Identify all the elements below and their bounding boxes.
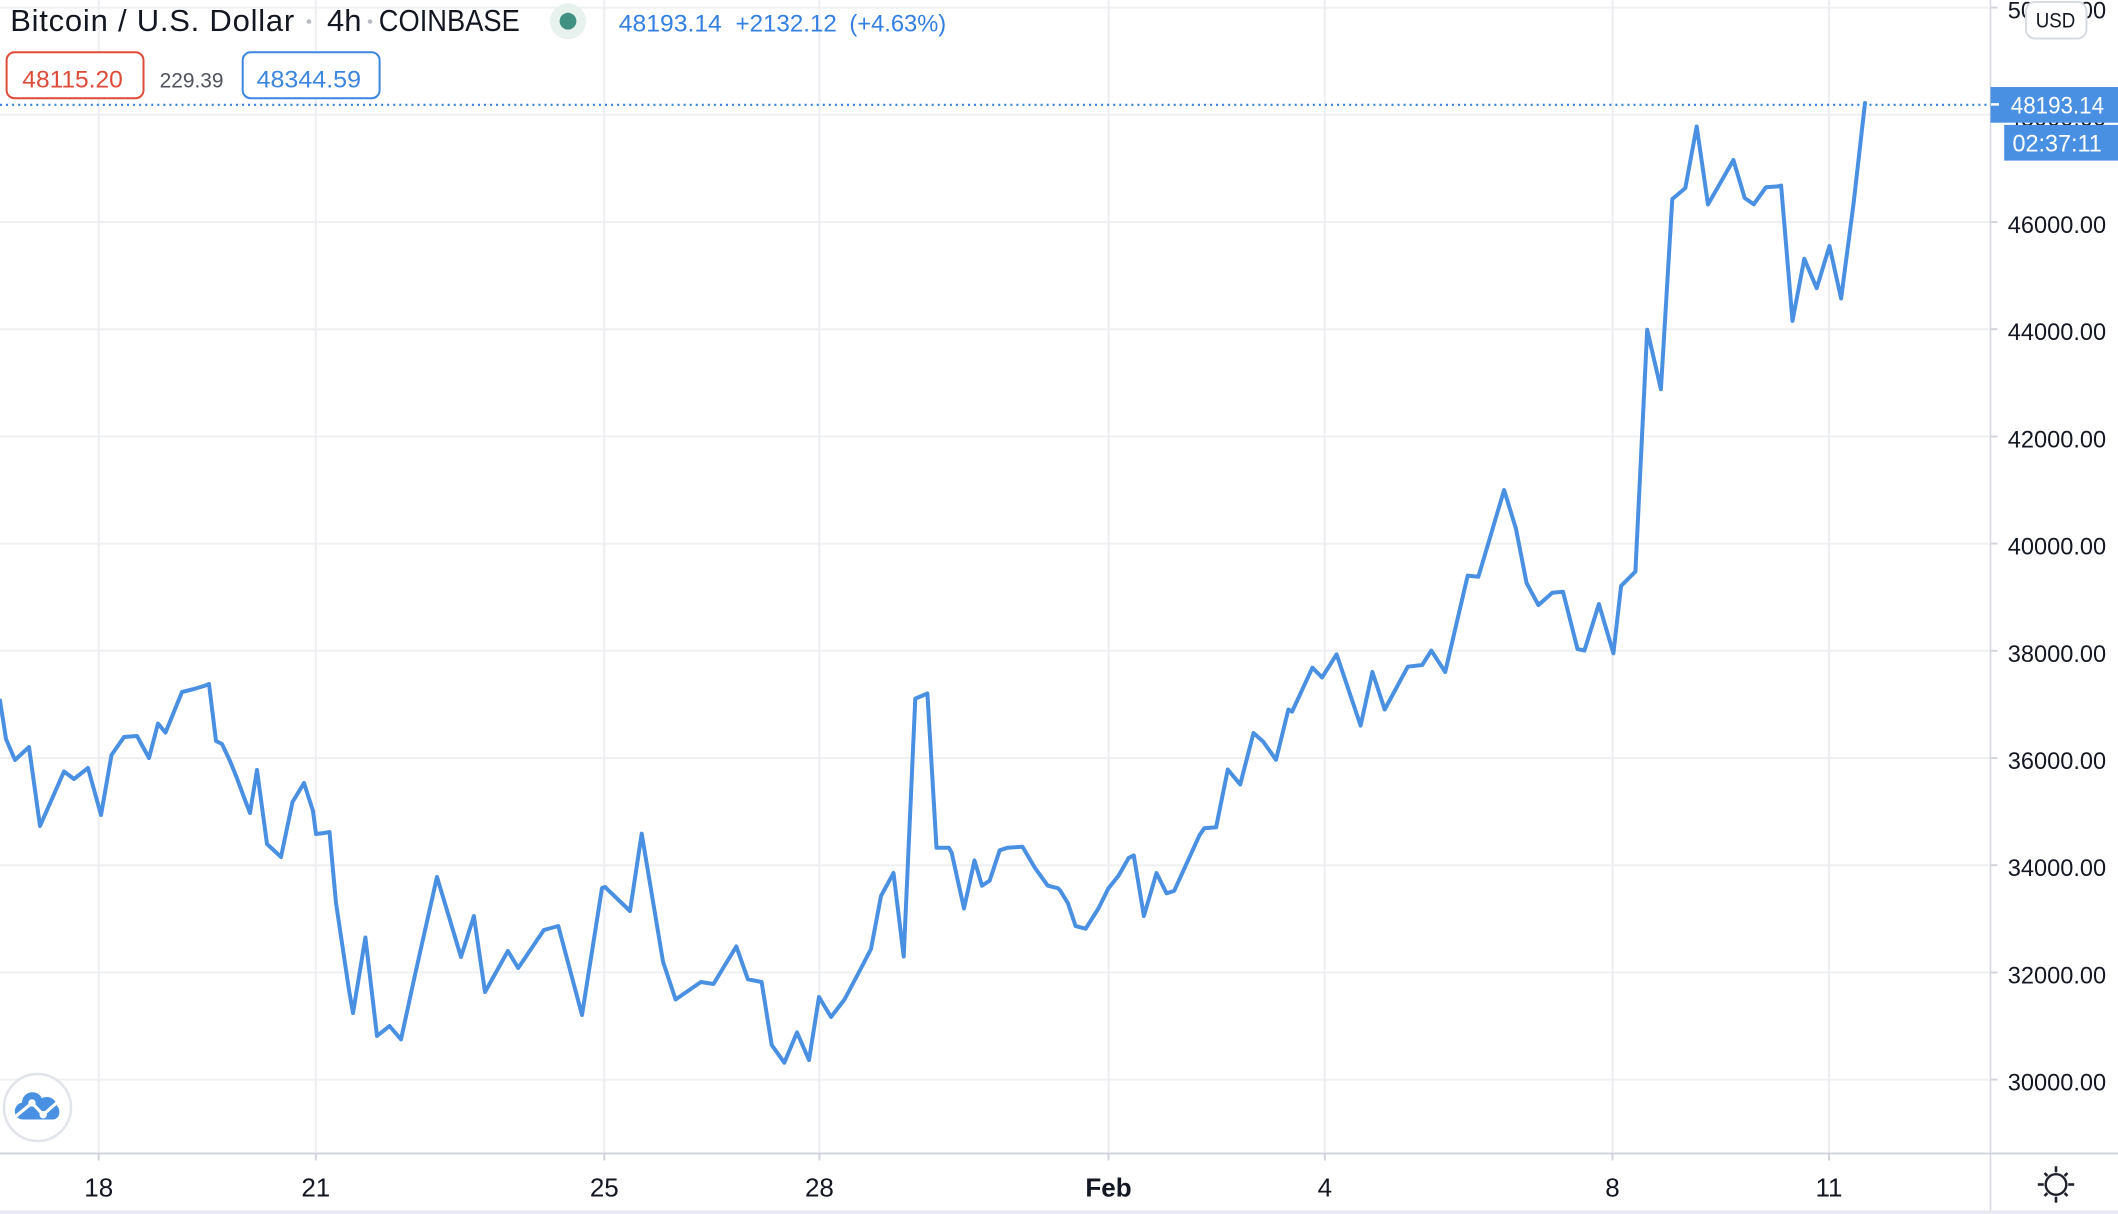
svg-text:229.39: 229.39: [160, 68, 224, 92]
svg-text:38000.00: 38000.00: [2008, 641, 2106, 668]
svg-text:44000.00: 44000.00: [2008, 319, 2106, 346]
svg-text:25: 25: [590, 1173, 619, 1203]
svg-text:Feb: Feb: [1085, 1173, 1131, 1203]
svg-text:48344.59: 48344.59: [257, 66, 361, 93]
svg-text:4h: 4h: [327, 3, 361, 38]
svg-text:46000.00: 46000.00: [2008, 212, 2106, 239]
svg-text:40000.00: 40000.00: [2008, 534, 2106, 561]
svg-text:(+4.63%): (+4.63%): [849, 10, 946, 37]
svg-text:USD: USD: [2036, 10, 2076, 33]
svg-text:02:37:11: 02:37:11: [2013, 131, 2102, 158]
svg-text:28: 28: [805, 1173, 834, 1203]
svg-text:11: 11: [1816, 1173, 1843, 1203]
svg-text:4: 4: [1318, 1173, 1332, 1203]
svg-text:8: 8: [1605, 1173, 1619, 1203]
svg-text:21: 21: [301, 1173, 330, 1203]
svg-text:Bitcoin / U.S. Dollar: Bitcoin / U.S. Dollar: [10, 3, 294, 38]
svg-text:32000.00: 32000.00: [2008, 962, 2106, 989]
svg-text:48115.20: 48115.20: [22, 66, 123, 93]
svg-text:COINBASE: COINBASE: [379, 3, 520, 38]
svg-text:36000.00: 36000.00: [2008, 748, 2106, 775]
svg-text:48193.14: 48193.14: [619, 10, 722, 37]
svg-text:34000.00: 34000.00: [2008, 855, 2106, 882]
svg-text:30000.00: 30000.00: [2008, 1070, 2106, 1097]
svg-text:48193.14: 48193.14: [2011, 93, 2104, 120]
svg-text:42000.00: 42000.00: [2008, 426, 2106, 453]
svg-text:+2132.12: +2132.12: [736, 10, 837, 37]
svg-text:18: 18: [84, 1173, 113, 1203]
